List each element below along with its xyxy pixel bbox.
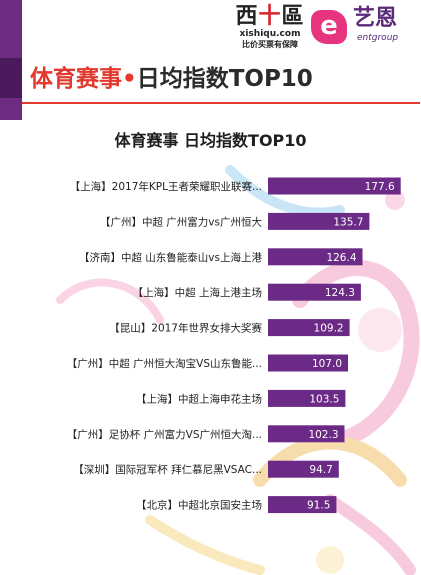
category-label: 【广州】足协杯 广州富力VS广州恒大淘...	[67, 428, 262, 441]
bar	[268, 354, 348, 372]
category-label: 【广州】中超 广州恒大淘宝VS山东鲁能...	[67, 357, 262, 370]
bar	[268, 177, 401, 195]
entgroup-en-name: entgroup	[357, 33, 399, 43]
left-accent-stripe-dark	[0, 58, 22, 98]
category-label: 【上海】中超 上海上港主场	[133, 286, 262, 299]
bar-value-label: 126.4	[326, 252, 356, 264]
bar	[268, 425, 345, 443]
entgroup-e-badge: e	[311, 10, 347, 44]
category-label: 【广州】中超 广州富力vs广州恒大	[100, 215, 263, 228]
bar	[268, 283, 361, 301]
bar	[268, 496, 337, 514]
bar-value-label: 107.0	[312, 358, 342, 370]
page-title-part1: 体育赛事	[30, 66, 122, 92]
entgroup-cn-name: 艺恩	[353, 6, 398, 31]
chart-title: 体育赛事 日均指数TOP10	[114, 131, 307, 150]
page-title: 体育赛事•日均指数TOP10	[30, 64, 313, 94]
bar-value-label: 102.3	[308, 429, 338, 441]
bar	[268, 460, 339, 478]
page-title-part2: 日均指数TOP10	[136, 66, 313, 92]
bar-value-label: 124.3	[325, 287, 355, 299]
category-label: 【昆山】2017年世界女排大奖赛	[109, 322, 262, 335]
category-label: 【深圳】国际冠军杯 拜仁慕尼黑VSAC...	[73, 463, 262, 476]
category-label: 【上海】2017年KPL王者荣耀职业联赛...	[70, 180, 262, 193]
bar	[268, 248, 363, 266]
bar-value-label: 103.5	[309, 393, 339, 405]
bar-value-label: 177.6	[365, 181, 395, 193]
category-label: 【北京】中超北京国安主场	[136, 499, 262, 512]
category-label: 【上海】中超上海申花主场	[136, 392, 262, 405]
xishiqu-logo: 西十區 xishiqu.com 比价买票有保障	[232, 4, 308, 50]
xishiqu-slogan: 比价买票有保障	[242, 40, 298, 49]
title-underline	[22, 102, 420, 104]
entgroup-logo: e 艺恩 entgroup	[311, 6, 419, 50]
bar	[268, 212, 370, 230]
xishiqu-domain: xishiqu.com	[239, 29, 301, 39]
category-label: 【济南】中超 山东鲁能泰山vs上海上港	[79, 251, 263, 264]
bar	[268, 319, 350, 337]
page-title-dot: •	[122, 66, 137, 92]
bar	[268, 389, 346, 407]
bar-value-label: 135.7	[333, 216, 363, 228]
bar-value-label: 109.2	[314, 323, 344, 335]
bar-value-label: 91.5	[307, 500, 330, 512]
bar-value-label: 94.7	[309, 464, 332, 476]
